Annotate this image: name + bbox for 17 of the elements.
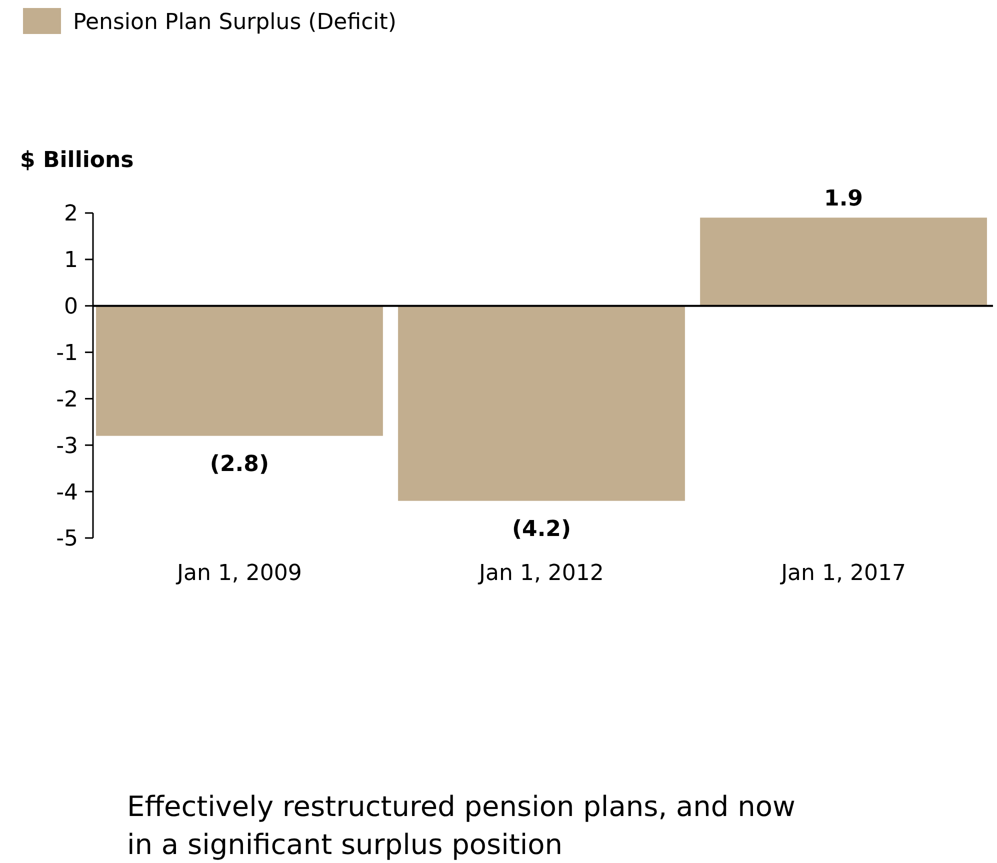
y-tick-label: 0 [64,294,78,320]
data-label: 1.9 [824,186,864,212]
x-tick-label: Jan 1, 2009 [175,561,302,586]
data-label: (4.2) [512,516,572,542]
text: Effectively restructured pension plans, and now in a significant surplus position [127,790,796,861]
x-tick-label: Jan 1, 2017 [779,561,906,586]
y-tick-label: -1 [56,340,78,366]
y-tick-label: -4 [56,480,78,506]
y-tick-label: 1 [64,248,78,274]
y-tick-label: -5 [56,526,78,552]
y-axis-title: $ Billions [20,148,134,173]
y-tick-label: -2 [56,387,78,412]
data-label: (2.8) [210,452,270,477]
legend-label: Pension Plan Surplus (Deficit) [73,10,396,35]
y-tick-label: 2 [64,202,78,227]
x-tick-label: Jan 1, 2012 [477,561,604,586]
y-tick-label: -3 [56,434,78,459]
